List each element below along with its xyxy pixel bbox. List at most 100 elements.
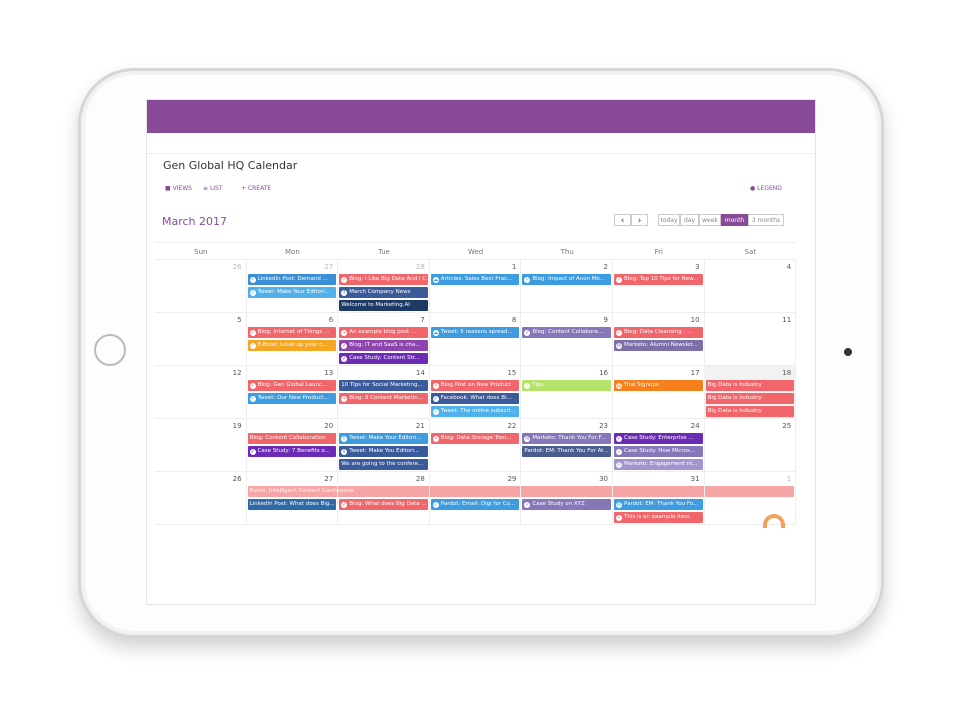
event[interactable]: ✓ Blog: What does Big Data ... xyxy=(339,499,428,510)
event[interactable]: Blog: Content Collaboration xyxy=(247,433,337,444)
event-icon: t xyxy=(341,449,348,455)
event[interactable]: ✓ Blog: Data Cleansing - ... xyxy=(614,327,703,338)
day-cell xyxy=(704,419,797,472)
day-number: 17 xyxy=(690,369,700,377)
day-cell xyxy=(704,472,797,525)
event[interactable]: ✓ Tweet: The online subscri... xyxy=(430,406,520,417)
event-title: Tweet: Our New Product... xyxy=(257,395,329,401)
event-title: Big Data is Industry xyxy=(707,382,762,388)
day-number: 19 xyxy=(232,422,242,430)
event-icon: t xyxy=(341,436,348,442)
day-number: 30 xyxy=(599,475,608,483)
event[interactable]: ✓ Case Study: Enterprise ... xyxy=(614,433,703,444)
toolbar-item[interactable]: ≡ LIST xyxy=(203,185,223,192)
event[interactable]: ✓ LinkedIn Post: Demand ... xyxy=(247,274,337,285)
event[interactable]: t Tweet: Make Your Editori... xyxy=(339,433,428,444)
day-cell xyxy=(613,419,705,472)
chat-widget[interactable] xyxy=(763,514,785,528)
event[interactable]: ✓ Blog: I Like Big Data And I C... xyxy=(339,274,428,285)
event[interactable]: Big Data is Industry xyxy=(705,380,795,391)
event[interactable]: Pardot: EM: Thank You For At... xyxy=(522,446,611,457)
view-button[interactable]: 3 months xyxy=(748,214,784,226)
event-icon: • xyxy=(341,396,348,402)
event[interactable]: • Blog: Data Storage Tren... xyxy=(430,433,520,444)
event[interactable]: ✓ Blog: Internet of Things ... xyxy=(247,327,337,338)
day-number: 27 xyxy=(324,263,334,271)
event[interactable]: ✓ Case Study: Content Str... xyxy=(339,353,428,364)
event-title: Blog: Internet of Things ... xyxy=(257,329,330,335)
event-title: Case Study: 7 Benefits o... xyxy=(257,448,330,454)
day-number: 31 xyxy=(690,475,700,483)
event-title: Blog: Impact of Anon Mo... xyxy=(532,276,606,282)
event[interactable]: ✓ Tweet: Our New Product... xyxy=(247,393,337,404)
event[interactable]: ✓ Facebook: What does Bi... xyxy=(430,393,520,404)
event-icon: ✉ xyxy=(616,462,622,468)
camera xyxy=(844,348,852,356)
event[interactable]: ✓ Case Study on XYZ xyxy=(522,499,611,510)
day-cell xyxy=(246,419,339,472)
event-icon: ▤ xyxy=(616,383,622,389)
day-cell xyxy=(338,260,430,313)
event-title: Tweet: Make Your Editori... xyxy=(349,435,422,441)
event[interactable]: ✓ Case Study: How Micros... xyxy=(614,446,703,457)
event[interactable]: ✉ Marketo: Alumni Newslet... xyxy=(614,340,703,351)
event[interactable]: ✉ Marketo: Thank You For F... xyxy=(522,433,611,444)
day-cell xyxy=(429,419,522,472)
nav-button[interactable]: ‹ xyxy=(614,214,631,226)
event[interactable]: ✓ Tweet: Make Your Editori... xyxy=(247,287,337,298)
day-number: 1 xyxy=(511,263,517,271)
event-title: 10 Tips for Social Marketing... xyxy=(341,382,423,388)
event-icon: ✓ xyxy=(616,436,622,442)
toolbar-item[interactable]: ■ VIEWS xyxy=(165,185,192,192)
event[interactable]: We are going to the confere... xyxy=(339,459,428,470)
view-button[interactable]: today xyxy=(658,214,680,226)
event[interactable]: ✓ Blog: Impact of Anon Mo... xyxy=(522,274,611,285)
event[interactable]: • This is an example item xyxy=(614,512,703,523)
month-title: March 2017 xyxy=(162,215,228,228)
nav-button[interactable]: › xyxy=(631,214,648,226)
event[interactable]: • An example blog post ... xyxy=(339,327,428,338)
event[interactable]: f March Company News xyxy=(339,287,428,298)
day-number: 28 xyxy=(415,475,425,483)
home-button[interactable] xyxy=(94,334,126,366)
event-icon: ✓ xyxy=(616,277,622,283)
day-cell xyxy=(429,260,522,313)
day-cell xyxy=(246,260,339,313)
weekday-header: Fri xyxy=(613,242,705,260)
event[interactable]: ☁ Tweet: 5 reasons spread... xyxy=(430,327,520,338)
event[interactable]: ☁ Articles: Sales Best Prac... xyxy=(430,274,520,285)
event[interactable]: Big Data is Industry xyxy=(705,393,795,404)
view-button[interactable]: week xyxy=(699,214,721,226)
legend-label: LEGEND xyxy=(757,185,782,192)
calendar-title: Gen Global HQ Calendar xyxy=(163,159,298,172)
day-cell xyxy=(429,472,522,525)
event[interactable]: ✓ Blog: Content Collabora... xyxy=(522,327,611,338)
view-button[interactable]: day xyxy=(680,214,699,226)
event[interactable]: LinkedIn Post: What does Big... xyxy=(247,499,337,510)
view-button[interactable]: month xyxy=(721,214,748,226)
event-icon: ✉ xyxy=(616,502,622,508)
event[interactable]: ✓ E-Book: Level up your c... xyxy=(247,340,337,351)
day-cell xyxy=(521,366,613,419)
toolbar-item[interactable]: + CREATE xyxy=(241,185,271,192)
event[interactable]: Welcome to Marketing.AI xyxy=(339,300,428,311)
event[interactable]: ✉ Pardot: EM: Thank You Fo... xyxy=(614,499,703,510)
event[interactable]: ✉ Marketo: Engagement ro... xyxy=(614,459,703,470)
event[interactable]: t Tweet: Make You Editori... xyxy=(339,446,428,457)
event[interactable]: ✓ Pardot: Email: Digi for Co... xyxy=(430,499,520,510)
event-title: Marketo: Thank You For F... xyxy=(532,435,606,441)
day-number: 26 xyxy=(232,263,242,271)
event[interactable]: ▤ Trial Signups xyxy=(614,380,703,391)
legend-button[interactable]: ● LEGEND xyxy=(750,185,782,192)
event[interactable]: Big Data is Industry xyxy=(705,406,795,417)
event-icon: ✓ xyxy=(616,330,622,336)
event[interactable]: ✓ Blog: Gen Global Launc... xyxy=(247,380,337,391)
event[interactable]: • Blog: 8 Content Marketin... xyxy=(339,393,428,404)
event[interactable]: ✓ Blog: IT and SaaS is cha... xyxy=(339,340,428,351)
day-cell xyxy=(155,419,247,472)
event[interactable]: ✓ Blog: Top 10 Tips for New... xyxy=(614,274,703,285)
event[interactable]: • Blog Post on New Product xyxy=(430,380,520,391)
event[interactable]: 10 Tips for Social Marketing... xyxy=(339,380,428,391)
event[interactable]: ✓ Tips xyxy=(522,380,611,391)
event[interactable]: ✓ Case Study: 7 Benefits o... xyxy=(247,446,337,457)
